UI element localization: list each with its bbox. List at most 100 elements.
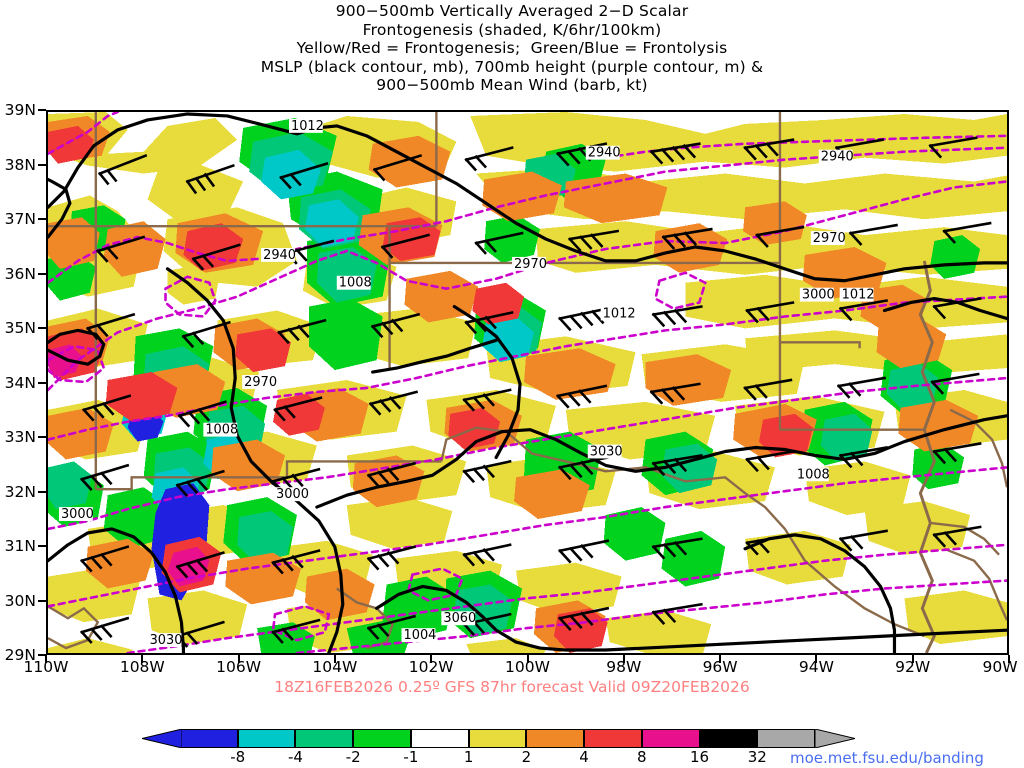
- colorbar-segment[interactable]: [410, 729, 469, 748]
- title-line-1: 900−500mb Vertically Averaged 2−D Scalar: [335, 2, 689, 20]
- colorbar-tick-label: -1: [403, 748, 419, 766]
- lat-tick: [38, 218, 46, 220]
- colorbar-segment[interactable]: [526, 729, 585, 748]
- lon-tick-label: 98W: [606, 658, 642, 676]
- svg-text:3000: 3000: [276, 487, 309, 502]
- height-700mb-contours: [48, 112, 1007, 653]
- lat-tick: [38, 599, 46, 602]
- lat-tick: [38, 272, 46, 275]
- lon-tick-label: 94W: [798, 658, 834, 676]
- contour-label-3060-a: 3060: [441, 611, 476, 626]
- contour-label-3030-b: 3030: [147, 633, 183, 648]
- lon-tick: [430, 655, 433, 663]
- lat-tick: [38, 327, 46, 329]
- svg-text:3000: 3000: [802, 288, 835, 303]
- latitude-axis: 39N 38N 37N 36N 35N 34N 33N 32N 31N 30N 29N: [0, 0, 44, 768]
- lat-tick: [38, 654, 46, 656]
- lat-tick-label: 29N: [4, 646, 36, 664]
- colorbar-tick-labels: -8 -4 -2 -1 1 2 4 8 16 32: [0, 748, 1024, 766]
- lon-tick-label: 102W: [408, 658, 454, 676]
- svg-text:2940: 2940: [588, 146, 621, 161]
- lon-tick-label: 96W: [702, 658, 738, 676]
- lon-tick-label: 100W: [505, 658, 550, 676]
- colorbar-segment[interactable]: [468, 729, 527, 748]
- weather-map-plot[interactable]: 1012 2940 2940 2940 1008 2970 2970 2970 …: [46, 110, 1009, 655]
- colorbar-tick-label: 4: [579, 748, 589, 766]
- contour-label-1008-c: 1008: [794, 467, 830, 482]
- colorbar-tick-label: 2: [521, 748, 532, 766]
- colorbar-segment[interactable]: [699, 729, 758, 748]
- lon-tick: [911, 655, 914, 663]
- lat-tick-label: 35N: [4, 319, 36, 337]
- contour-label-3000-a: 3000: [799, 288, 835, 303]
- colorbar-segment[interactable]: [295, 729, 354, 748]
- colorbar-segment[interactable]: [353, 729, 411, 748]
- forecast-caption: 18Z16FEB2026 0.25º GFS 87hr forecast Val…: [274, 678, 750, 696]
- colorbar-tick-label: 8: [637, 748, 647, 766]
- lat-tick-label: 32N: [4, 482, 36, 501]
- longitude-axis: 110W 108W 106W 104W 102W 100W 98W 96W 94W 92W 90W: [0, 658, 1024, 678]
- colorbar-segment[interactable]: [237, 729, 296, 748]
- lat-tick: [38, 163, 46, 166]
- colorbar-segment[interactable]: [757, 729, 815, 748]
- lon-tick-label: 110W: [23, 658, 69, 676]
- svg-text:2970: 2970: [244, 375, 277, 390]
- lon-tick: [526, 655, 529, 663]
- colorbar-segment[interactable]: [641, 729, 700, 748]
- svg-text:2940: 2940: [821, 150, 854, 165]
- colorbar-segment[interactable]: [584, 729, 642, 748]
- contour-label-1008-b: 1008: [203, 423, 238, 438]
- title-line-3: Yellow/Red = Frontogenesis; Green/Blue =…: [296, 39, 728, 57]
- lat-tick: [38, 490, 46, 493]
- contour-label-1008-a: 1008: [336, 276, 372, 291]
- lon-tick-label: 106W: [216, 658, 262, 676]
- colorbar-tick-label: -4: [287, 748, 303, 766]
- colorbar-tick-label: 32: [747, 748, 767, 766]
- contour-label-1012-a: 1012: [288, 119, 324, 134]
- lon-tick: [141, 655, 144, 663]
- mslp-contours: [48, 112, 1007, 653]
- contour-label-2970-c: 2970: [512, 257, 547, 272]
- lon-tick: [237, 655, 240, 663]
- contour-label-2970-b: 2970: [810, 231, 846, 246]
- state-borders: [48, 112, 1007, 653]
- lon-tick: [45, 655, 47, 663]
- lon-tick-label: 92W: [895, 658, 931, 676]
- contour-label-1012-b: 1012: [600, 306, 636, 321]
- contour-label-2940-c: 2940: [818, 150, 854, 165]
- svg-text:3000: 3000: [61, 507, 94, 522]
- contour-label-2940-b: 2940: [585, 146, 621, 161]
- lat-tick: [38, 436, 46, 438]
- contour-label-3000-b: 3000: [274, 487, 309, 502]
- lat-tick-label: 30N: [4, 591, 36, 610]
- chart-title: 900−500mb Vertically Averaged 2−D Scalar…: [0, 2, 1024, 95]
- svg-text:3060: 3060: [443, 611, 476, 626]
- title-line-4: MSLP (black contour, mb), 700mb height (…: [260, 57, 764, 76]
- lat-tick-label: 37N: [4, 210, 36, 228]
- lat-tick-label: 34N: [4, 373, 36, 392]
- contour-label-1004-a: 1004: [401, 628, 436, 643]
- source-watermark: moe.met.fsu.edu/banding: [790, 749, 984, 767]
- lon-tick-label: 108W: [119, 658, 165, 676]
- svg-text:1008: 1008: [797, 467, 830, 482]
- svg-text:1012: 1012: [291, 119, 324, 134]
- colorbar-high-extend: [815, 729, 855, 748]
- svg-text:1012: 1012: [842, 288, 875, 303]
- lon-tick-label: 104W: [312, 658, 358, 676]
- svg-text:3030: 3030: [150, 633, 183, 648]
- lat-tick-label: 31N: [4, 537, 36, 555]
- contour-label-3030-a: 3030: [587, 444, 623, 459]
- colorbar[interactable]: [142, 729, 855, 748]
- lon-tick: [622, 655, 625, 663]
- lat-tick-label: 38N: [4, 155, 36, 174]
- lat-tick-label: 33N: [4, 428, 36, 446]
- contour-labels: 1012 2940 2940 2940 1008 2970 2970 2970 …: [58, 119, 875, 648]
- contour-label-2940-a: 2940: [261, 248, 296, 263]
- colorbar-segment[interactable]: [180, 729, 238, 748]
- lat-tick: [38, 109, 46, 111]
- colorbar-tick-label: 16: [689, 748, 710, 766]
- title-line-2: Frontogenesis (shaded, K/6hr/100km): [362, 20, 662, 39]
- svg-text:2940: 2940: [263, 248, 296, 263]
- svg-text:1008: 1008: [205, 423, 238, 438]
- lon-tick: [719, 655, 722, 663]
